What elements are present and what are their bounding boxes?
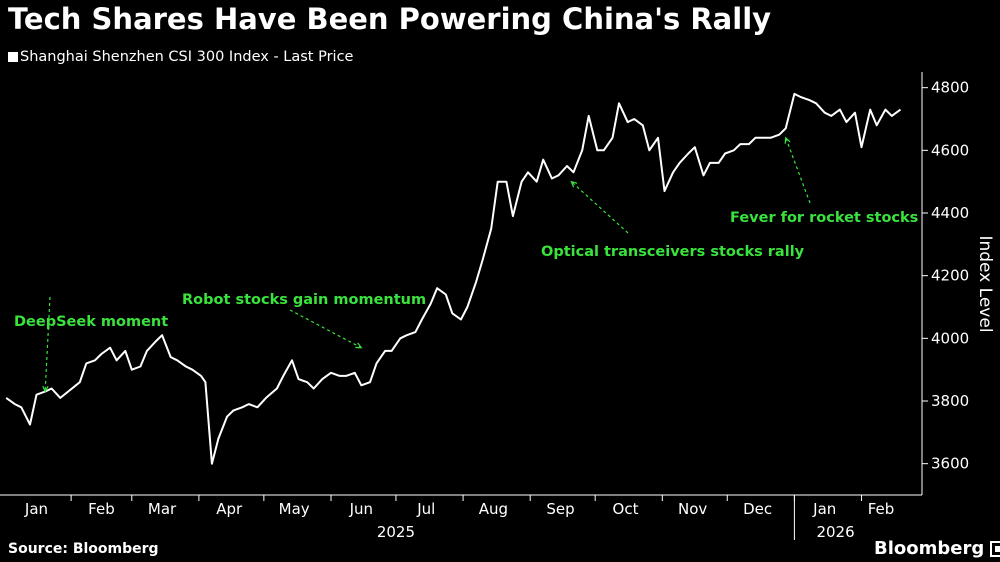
x-tick-label: May [279, 500, 310, 518]
x-tick-label: Oct [613, 500, 639, 518]
brand-name: Bloomberg [874, 538, 985, 559]
brand-logo: Bloomberg [874, 538, 1000, 559]
x-tick-label: Aug [479, 500, 508, 518]
annotation-leader [785, 137, 811, 204]
annotation-leader [44, 296, 51, 392]
axes [0, 72, 928, 540]
x-tick-label: Jan [812, 500, 836, 518]
y-tick-label: 3600 [931, 455, 969, 473]
annotation-label: Fever for rocket stocks [730, 210, 918, 226]
annotation-label: Optical transceivers stocks rally [541, 244, 805, 260]
legend-label: Shanghai Shenzhen CSI 300 Index - Last P… [20, 49, 354, 65]
x-tick-label: Nov [678, 500, 707, 518]
y-axis-label: Index Level [975, 235, 995, 332]
annotation-arrowhead [42, 385, 49, 393]
year-label: 2026 [816, 523, 854, 541]
year-label: 2025 [377, 523, 415, 541]
x-tick-label: Mar [148, 500, 177, 518]
y-tick-label: 3800 [931, 392, 969, 410]
x-tick-label: Apr [216, 500, 243, 518]
annotation-leader [570, 181, 629, 234]
x-tick-label: Jul [416, 500, 435, 518]
y-tick-label: 4600 [931, 141, 969, 159]
bloomberg-mark-icon [990, 540, 1000, 557]
annotation-arrowhead [570, 180, 578, 188]
x-tick-label: Feb [868, 500, 895, 518]
legend-swatch [8, 52, 18, 62]
legend: Shanghai Shenzhen CSI 300 Index - Last P… [8, 49, 353, 65]
annotation-leader [289, 309, 362, 349]
annotation-label: Robot stocks gain momentum [182, 292, 426, 308]
y-tick-label: 4800 [931, 79, 969, 97]
x-tick-label: Sep [546, 500, 574, 518]
annotation-label: DeepSeek moment [14, 314, 168, 330]
x-tick-label: Dec [743, 500, 772, 518]
source-note: Source: Bloomberg [8, 541, 159, 557]
chart-title: Tech Shares Have Been Powering China's R… [8, 2, 772, 36]
y-tick-label: 4000 [931, 329, 969, 347]
annotation-arrowhead [355, 342, 363, 349]
x-tick-label: Feb [88, 500, 115, 518]
annotations: DeepSeek moment Robot stocks gain momentu… [14, 136, 918, 393]
y-tick-label: 4400 [931, 204, 969, 222]
tick-labels: 3600 3800 4000 4200 4400 4600 4800 Jan Feb Mar Apr… [24, 79, 969, 541]
series-line-csi300 [5, 92, 902, 465]
x-tick-label: Jan [24, 500, 48, 518]
annotation-arrowhead [784, 136, 791, 144]
y-tick-label: 4200 [931, 267, 969, 285]
x-tick-label: Jun [349, 500, 373, 518]
